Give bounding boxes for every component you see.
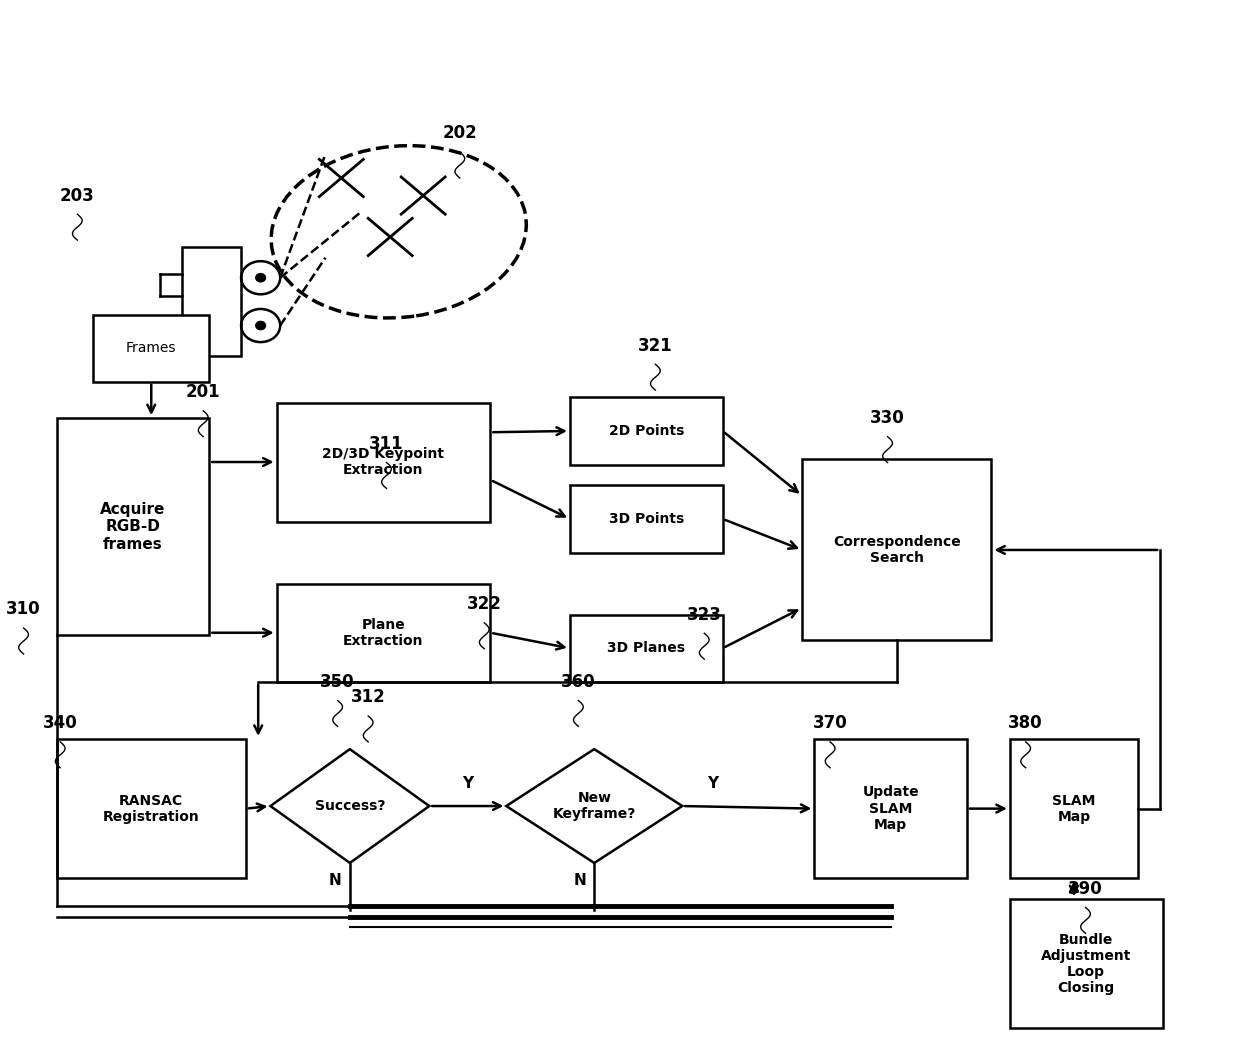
Text: 2D Points: 2D Points [609, 423, 684, 438]
FancyBboxPatch shape [182, 247, 241, 356]
Circle shape [255, 273, 265, 282]
Text: N: N [329, 873, 341, 889]
Text: Update
SLAM
Map: Update SLAM Map [862, 785, 919, 832]
FancyBboxPatch shape [93, 315, 210, 382]
Text: 203: 203 [60, 187, 94, 204]
Text: New
Keyframe?: New Keyframe? [553, 791, 636, 821]
Text: 322: 322 [466, 596, 502, 613]
Text: RANSAC
Registration: RANSAC Registration [103, 794, 200, 824]
Text: 202: 202 [443, 124, 477, 143]
Text: 360: 360 [560, 673, 595, 690]
FancyBboxPatch shape [815, 738, 967, 878]
FancyBboxPatch shape [1009, 899, 1163, 1028]
Text: Success?: Success? [315, 799, 386, 814]
Text: 310: 310 [6, 601, 41, 618]
Circle shape [255, 321, 265, 330]
FancyBboxPatch shape [277, 403, 490, 522]
Text: 370: 370 [812, 714, 847, 732]
Text: 321: 321 [639, 337, 673, 355]
Text: 311: 311 [370, 435, 404, 453]
Text: 3D Points: 3D Points [609, 512, 683, 526]
Text: 380: 380 [1008, 714, 1043, 732]
Text: N: N [573, 873, 587, 889]
Text: 350: 350 [320, 673, 355, 690]
Text: 323: 323 [687, 606, 722, 624]
FancyBboxPatch shape [802, 459, 992, 640]
Polygon shape [270, 749, 429, 863]
FancyBboxPatch shape [570, 485, 723, 553]
Text: 330: 330 [870, 409, 905, 427]
Ellipse shape [272, 146, 526, 318]
Text: Correspondence
Search: Correspondence Search [833, 535, 961, 565]
Text: 312: 312 [351, 688, 386, 706]
Text: Frames: Frames [126, 341, 176, 356]
FancyBboxPatch shape [57, 418, 210, 635]
Text: 3D Planes: 3D Planes [608, 641, 686, 655]
Text: 390: 390 [1068, 880, 1102, 898]
FancyBboxPatch shape [1009, 738, 1138, 878]
Text: Acquire
RGB-D
frames: Acquire RGB-D frames [100, 502, 166, 552]
Text: Y: Y [463, 776, 474, 791]
Text: 201: 201 [186, 383, 221, 402]
Text: SLAM
Map: SLAM Map [1053, 794, 1096, 824]
Polygon shape [506, 749, 682, 863]
FancyBboxPatch shape [277, 584, 490, 682]
Text: 340: 340 [43, 714, 78, 732]
FancyBboxPatch shape [570, 397, 723, 464]
Text: Y: Y [707, 776, 718, 791]
Text: 2D/3D Keypoint
Extraction: 2D/3D Keypoint Extraction [322, 446, 444, 477]
FancyBboxPatch shape [570, 614, 723, 682]
Text: Bundle
Adjustment
Loop
Closing: Bundle Adjustment Loop Closing [1040, 932, 1131, 995]
FancyBboxPatch shape [57, 738, 246, 878]
Text: Plane
Extraction: Plane Extraction [343, 617, 424, 648]
